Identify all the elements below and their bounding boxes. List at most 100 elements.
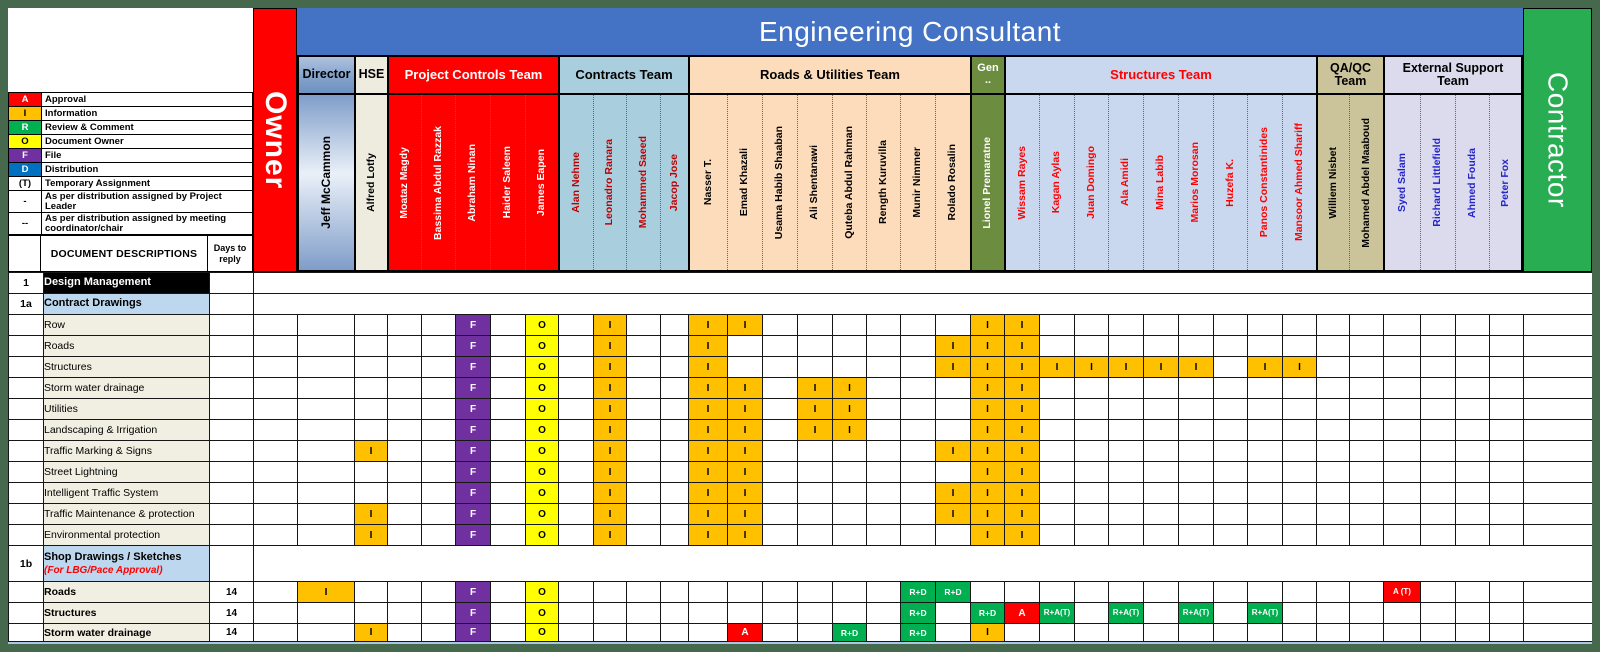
- assignment-cell-I[interactable]: I: [727, 398, 763, 420]
- grid-cell[interactable]: [1282, 461, 1317, 483]
- grid-cell[interactable]: [660, 377, 689, 399]
- grid-cell[interactable]: [866, 524, 901, 546]
- grid-cell[interactable]: [1074, 503, 1109, 525]
- assignment-cell-I[interactable]: I: [727, 482, 763, 504]
- grid-cell[interactable]: [797, 602, 833, 624]
- grid-cell[interactable]: [253, 581, 298, 603]
- person-column-panos[interactable]: Panos Constantinides: [1247, 95, 1282, 270]
- team-header-external[interactable]: External Support Team: [1383, 55, 1523, 95]
- grid-cell[interactable]: [1316, 602, 1350, 624]
- person-column-mabdel[interactable]: Mohamed Abdel Maaboud: [1349, 95, 1383, 270]
- row-label[interactable]: Shop Drawings / Sketches (For LBG/Pace Ap…: [43, 545, 210, 582]
- assignment-cell-I[interactable]: I: [593, 314, 627, 336]
- person-column-huzefa[interactable]: Huzefa K.: [1213, 95, 1247, 270]
- person-column-wissam[interactable]: Wissam Rayes: [1004, 95, 1039, 270]
- row-number[interactable]: [8, 503, 44, 525]
- assignment-cell-I[interactable]: I: [797, 419, 833, 441]
- assignment-cell-I[interactable]: I: [1004, 503, 1040, 525]
- grid-cell[interactable]: [797, 623, 833, 642]
- grid-cell[interactable]: [490, 461, 526, 483]
- grid-cell[interactable]: [421, 314, 456, 336]
- grid-cell[interactable]: [1489, 581, 1524, 603]
- grid-cell[interactable]: [1143, 440, 1179, 462]
- grid-cell[interactable]: [1383, 524, 1421, 546]
- row-label[interactable]: Traffic Marking & Signs: [43, 440, 210, 462]
- assignment-cell-I[interactable]: I: [593, 356, 627, 378]
- grid-cell[interactable]: [866, 356, 901, 378]
- grid-cell[interactable]: [1316, 461, 1350, 483]
- grid-cell[interactable]: [1455, 419, 1490, 441]
- days-to-reply-cell[interactable]: [209, 524, 254, 546]
- grid-cell[interactable]: [490, 335, 526, 357]
- grid-cell[interactable]: [1143, 602, 1179, 624]
- grid-cell[interactable]: [1004, 581, 1040, 603]
- grid-cell[interactable]: [1039, 398, 1075, 420]
- grid-cell[interactable]: [1420, 440, 1456, 462]
- grid-cell[interactable]: [354, 602, 388, 624]
- row-label[interactable]: Environmental protection: [43, 524, 210, 546]
- assignment-cell-F[interactable]: F: [455, 461, 491, 483]
- grid-cell[interactable]: [1074, 377, 1109, 399]
- person-column-ala[interactable]: Ala Amidi: [1108, 95, 1143, 270]
- grid-cell[interactable]: [421, 602, 456, 624]
- grid-cell[interactable]: [935, 461, 971, 483]
- grid-cell[interactable]: [1282, 524, 1317, 546]
- assignment-cell-F[interactable]: F: [455, 482, 491, 504]
- row-number[interactable]: [8, 419, 44, 441]
- grid-cell[interactable]: [558, 503, 594, 525]
- grid-cell[interactable]: [797, 503, 833, 525]
- assignment-cell-I[interactable]: I: [970, 623, 1005, 642]
- grid-cell[interactable]: [253, 461, 298, 483]
- grid-cell[interactable]: [558, 314, 594, 336]
- assignment-cell-I[interactable]: I: [935, 335, 971, 357]
- assignment-cell-F[interactable]: F: [455, 440, 491, 462]
- assignment-cell-I[interactable]: I: [970, 440, 1005, 462]
- legend-symbol--[interactable]: -: [8, 190, 42, 213]
- grid-cell[interactable]: [421, 398, 456, 420]
- person-column-leonadro[interactable]: Leonadro Ranara: [593, 95, 626, 270]
- grid-cell[interactable]: [1213, 581, 1248, 603]
- grid-cell[interactable]: [1039, 419, 1075, 441]
- grid-cell[interactable]: [1247, 461, 1283, 483]
- grid-cell[interactable]: [1455, 398, 1490, 420]
- grid-cell[interactable]: [1316, 356, 1350, 378]
- grid-cell[interactable]: [866, 461, 901, 483]
- grid-cell[interactable]: [1074, 623, 1109, 642]
- row-number[interactable]: [8, 524, 44, 546]
- grid-cell[interactable]: [1178, 581, 1214, 603]
- grid-cell[interactable]: [421, 440, 456, 462]
- grid-cell[interactable]: [1108, 623, 1144, 642]
- grid-cell[interactable]: [421, 581, 456, 603]
- assignment-cell-O[interactable]: O: [525, 314, 559, 336]
- grid-cell[interactable]: [1383, 440, 1421, 462]
- person-column-abraham[interactable]: Abraham Ninan: [455, 95, 490, 270]
- grid-cell[interactable]: [387, 623, 422, 642]
- person-column-afouda[interactable]: Ahmed Fouda: [1455, 95, 1489, 270]
- days-to-reply-cell[interactable]: 14: [209, 581, 254, 603]
- grid-cell[interactable]: [626, 524, 661, 546]
- grid-cell[interactable]: [558, 377, 594, 399]
- grid-cell[interactable]: [1383, 503, 1421, 525]
- grid-cell[interactable]: [866, 503, 901, 525]
- legend-label[interactable]: Distribution: [41, 162, 253, 177]
- row-label[interactable]: Row: [43, 314, 210, 336]
- days-to-reply-cell[interactable]: [209, 419, 254, 441]
- grid-cell[interactable]: [688, 581, 728, 603]
- days-to-reply-cell[interactable]: [209, 482, 254, 504]
- grid-cell[interactable]: [490, 377, 526, 399]
- row-label[interactable]: Intelligent Traffic System: [43, 482, 210, 504]
- days-to-reply-cell[interactable]: [209, 356, 254, 378]
- assignment-cell-O[interactable]: O: [525, 602, 559, 624]
- grid-cell[interactable]: [490, 440, 526, 462]
- assignment-cell-O[interactable]: O: [525, 503, 559, 525]
- row-label[interactable]: Storm water drainage: [43, 377, 210, 399]
- grid-cell[interactable]: [1420, 335, 1456, 357]
- grid-cell[interactable]: [832, 602, 867, 624]
- team-header-hse[interactable]: HSE: [354, 55, 387, 95]
- person-column-kagan[interactable]: Kagan Aylas: [1039, 95, 1074, 270]
- assignment-cell-I[interactable]: I: [1004, 314, 1040, 336]
- legend-symbol-R[interactable]: R: [8, 120, 42, 135]
- grid-cell[interactable]: [1455, 623, 1490, 642]
- grid-cell[interactable]: [626, 314, 661, 336]
- grid-cell[interactable]: [688, 602, 728, 624]
